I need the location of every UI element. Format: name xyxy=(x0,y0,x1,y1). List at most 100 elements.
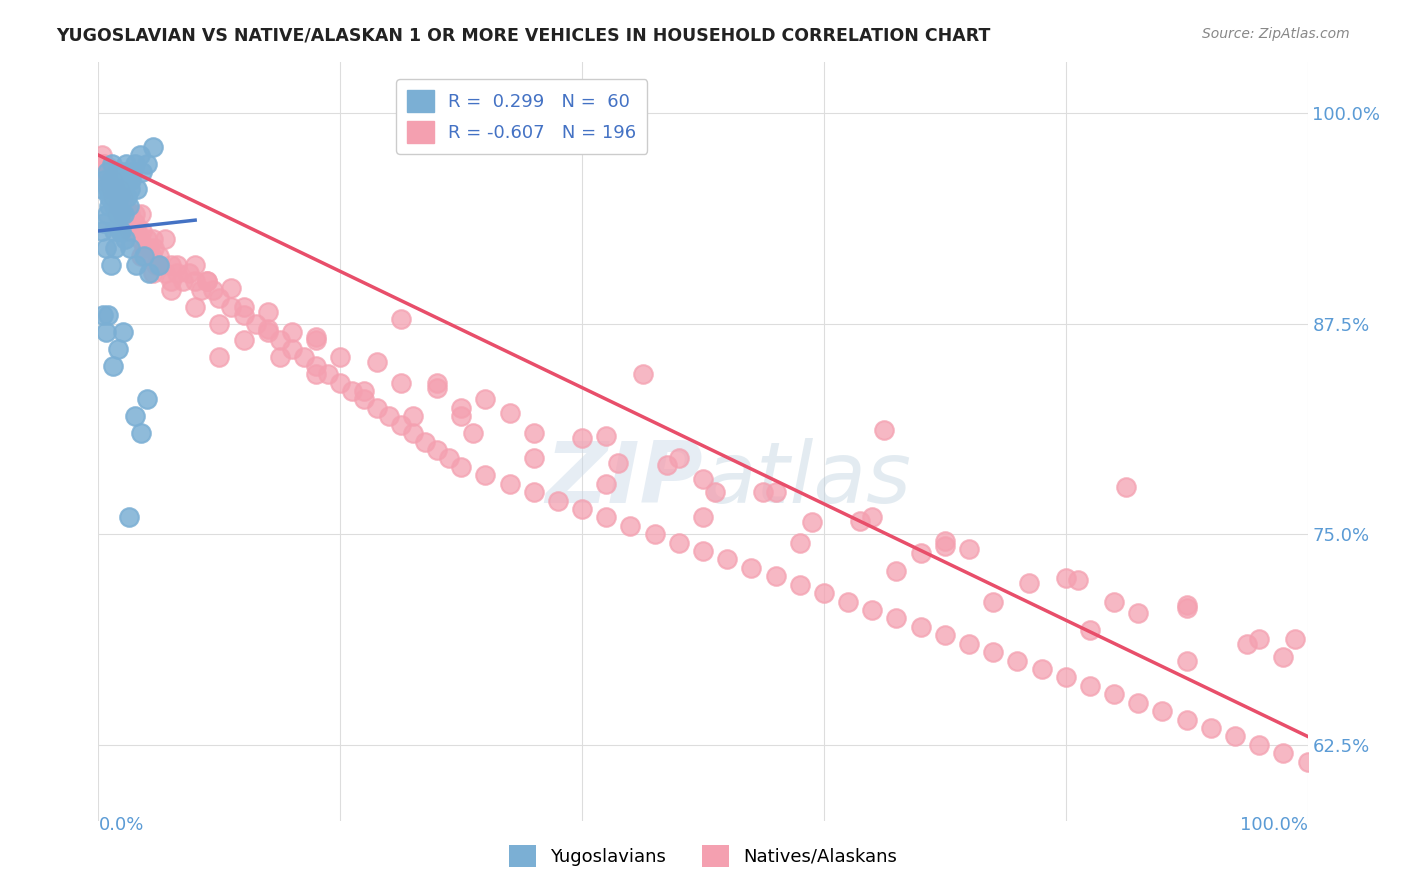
Point xyxy=(316,367,339,381)
Point xyxy=(128,232,150,246)
Point xyxy=(108,190,131,204)
Point xyxy=(166,266,188,280)
Point xyxy=(208,317,231,331)
Point xyxy=(118,510,141,524)
Point xyxy=(202,283,225,297)
Point xyxy=(305,367,328,381)
Point xyxy=(607,457,630,471)
Point xyxy=(1102,594,1125,608)
Point xyxy=(142,232,165,246)
Point xyxy=(450,409,472,424)
Point xyxy=(305,330,328,344)
Point xyxy=(813,586,835,600)
Point xyxy=(111,325,134,339)
Point xyxy=(934,533,956,548)
Point xyxy=(153,232,176,246)
Text: Source: ZipAtlas.com: Source: ZipAtlas.com xyxy=(1202,27,1350,41)
Point xyxy=(765,569,787,583)
Point xyxy=(692,472,714,486)
Point xyxy=(692,510,714,524)
Point xyxy=(91,308,114,322)
Point xyxy=(131,165,153,179)
Point xyxy=(619,518,641,533)
Point xyxy=(142,139,165,153)
Point xyxy=(96,207,118,221)
Point xyxy=(1078,679,1101,693)
Point xyxy=(849,514,872,528)
Point xyxy=(426,381,449,395)
Point xyxy=(129,249,152,263)
Point xyxy=(190,283,212,297)
Point xyxy=(118,199,141,213)
Point xyxy=(595,429,617,443)
Point xyxy=(118,241,141,255)
Point xyxy=(655,458,678,472)
Point xyxy=(1249,632,1271,646)
Point xyxy=(141,249,163,263)
Point xyxy=(98,199,121,213)
Point xyxy=(148,258,170,272)
Text: atlas: atlas xyxy=(703,438,911,521)
Point xyxy=(1102,687,1125,701)
Point xyxy=(740,561,762,575)
Point xyxy=(474,392,496,407)
Point xyxy=(129,207,152,221)
Point xyxy=(91,182,114,196)
Point xyxy=(114,173,136,187)
Point xyxy=(402,409,425,424)
Point xyxy=(90,173,112,187)
Point xyxy=(437,451,460,466)
Point xyxy=(474,468,496,483)
Point xyxy=(353,392,375,407)
Point xyxy=(426,442,449,457)
Point xyxy=(148,258,170,272)
Point xyxy=(668,535,690,549)
Legend: Yugoslavians, Natives/Alaskans: Yugoslavians, Natives/Alaskans xyxy=(502,838,904,874)
Point xyxy=(1128,696,1150,710)
Point xyxy=(128,148,150,162)
Point xyxy=(910,546,932,560)
Point xyxy=(1249,738,1271,752)
Point xyxy=(1296,755,1319,769)
Point xyxy=(1199,721,1222,735)
Point xyxy=(117,190,139,204)
Point xyxy=(1175,601,1198,615)
Point xyxy=(860,510,883,524)
Point xyxy=(153,266,176,280)
Point xyxy=(104,182,127,196)
Point xyxy=(135,232,157,246)
Point xyxy=(124,207,146,221)
Legend: R =  0.299   N =  60, R = -0.607   N = 196: R = 0.299 N = 60, R = -0.607 N = 196 xyxy=(396,79,647,153)
Point xyxy=(138,241,160,255)
Point xyxy=(981,594,1004,608)
Point xyxy=(366,355,388,369)
Point xyxy=(305,334,328,348)
Point xyxy=(184,300,207,314)
Point xyxy=(221,300,243,314)
Point xyxy=(1007,654,1029,668)
Point xyxy=(644,527,666,541)
Point xyxy=(104,182,127,196)
Point xyxy=(860,603,883,617)
Point xyxy=(94,165,117,179)
Point xyxy=(195,275,218,289)
Point xyxy=(120,173,142,187)
Point xyxy=(100,182,122,196)
Point xyxy=(177,266,201,280)
Point xyxy=(631,367,654,381)
Point xyxy=(789,578,811,592)
Point xyxy=(105,199,128,213)
Point xyxy=(957,637,980,651)
Point xyxy=(100,173,122,187)
Point xyxy=(800,516,823,530)
Point xyxy=(148,249,170,263)
Point xyxy=(402,426,425,441)
Point xyxy=(886,564,908,578)
Point xyxy=(413,434,436,449)
Point xyxy=(342,384,364,398)
Point xyxy=(93,215,115,229)
Point xyxy=(127,224,149,238)
Point xyxy=(117,215,139,229)
Point xyxy=(1054,571,1077,585)
Point xyxy=(281,342,304,356)
